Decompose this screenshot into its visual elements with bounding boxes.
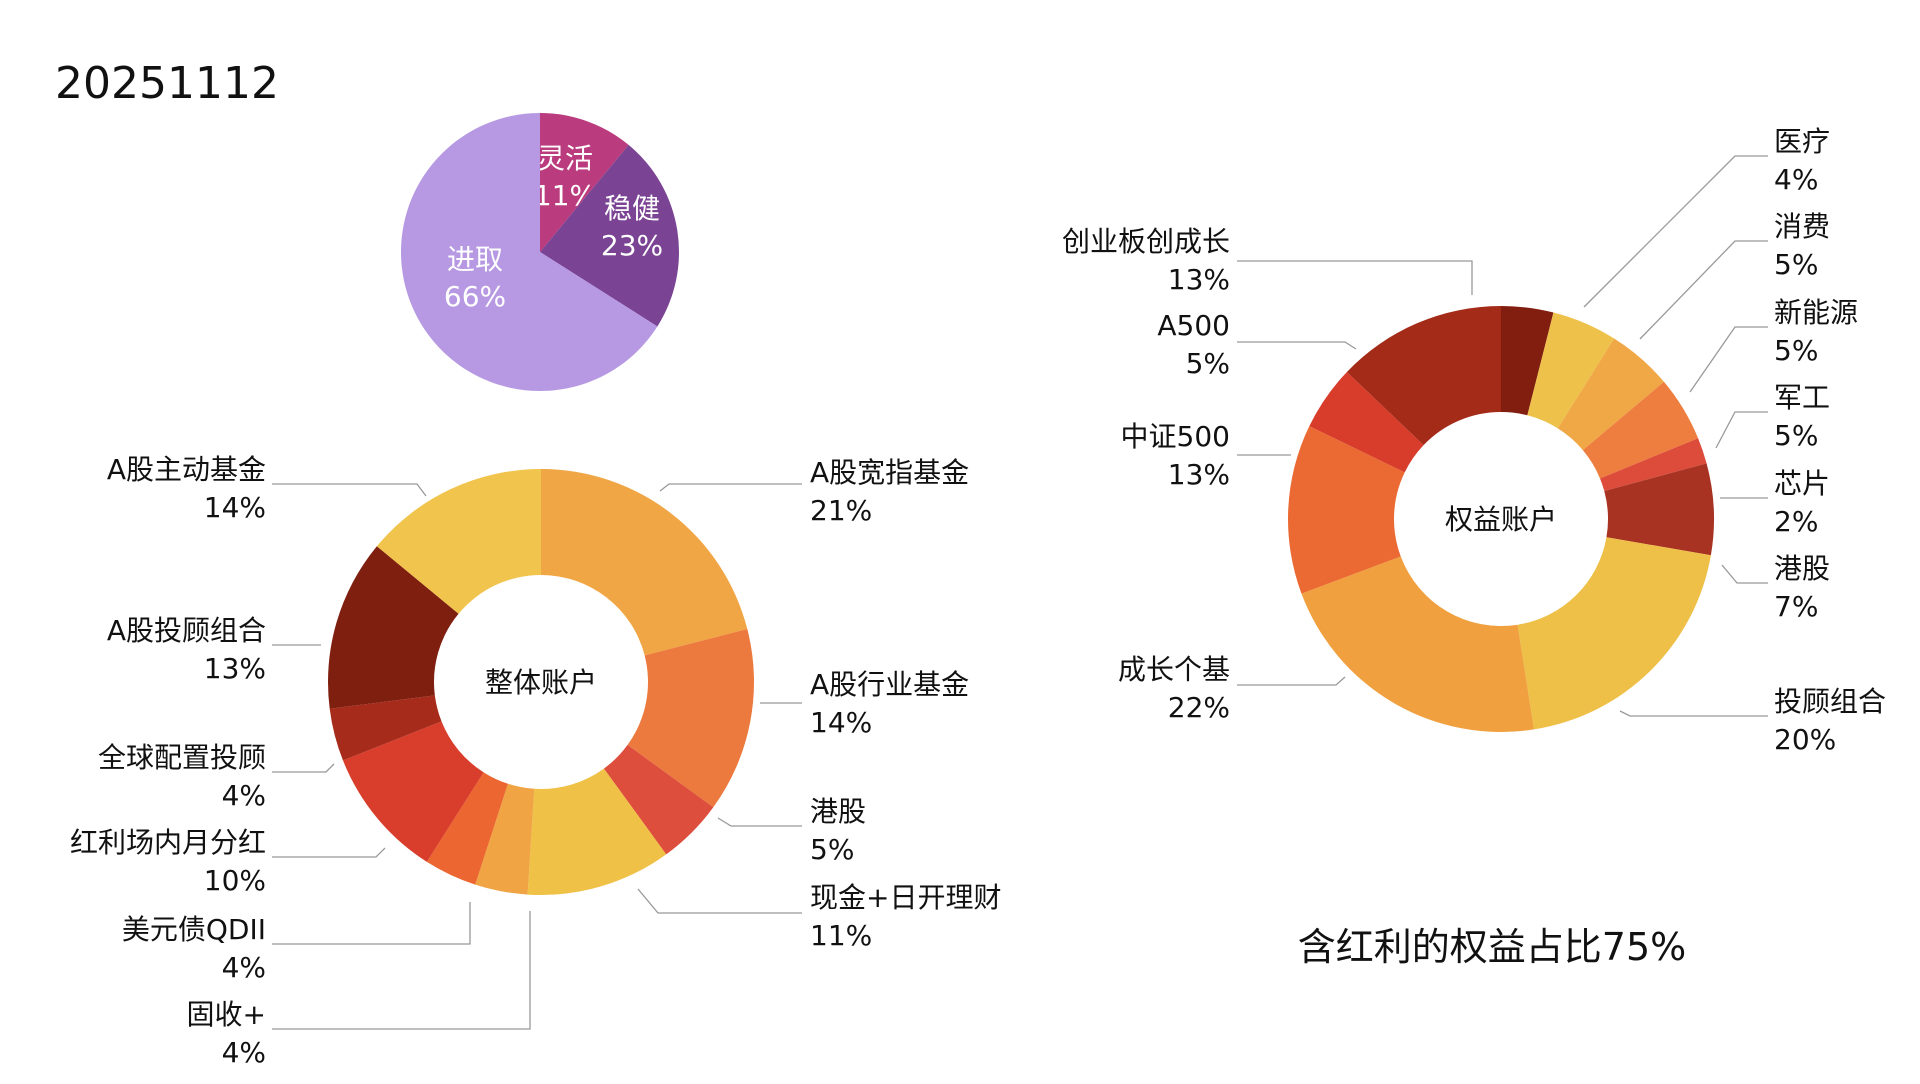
overall-donut-pct-1: 21% xyxy=(810,494,872,527)
overall-donut-pct-6: 4% xyxy=(222,951,266,984)
equity-donut-leader-2 xyxy=(1639,240,1768,340)
equity-donut-label-2: 消费 xyxy=(1774,210,1830,243)
equity-donut-slice-7 xyxy=(1517,537,1711,730)
overall-donut-label-3: 港股 xyxy=(810,795,866,828)
equity-donut-slice-5 xyxy=(1600,438,1707,492)
risk-pie-label-2: 稳健 xyxy=(604,192,660,225)
overall-donut-slice-5 xyxy=(475,783,535,895)
equity-donut-leader-7 xyxy=(1619,710,1768,717)
equity-donut-slice-11 xyxy=(1346,306,1501,446)
overall-donut-slice-7 xyxy=(342,721,484,862)
equity-donut-pct-11: 13% xyxy=(1168,263,1230,296)
risk-pie-slice-1 xyxy=(540,113,629,252)
equity-donut-hole xyxy=(1394,412,1608,626)
overall-donut-pct-10: 14% xyxy=(204,491,266,524)
equity-donut-label-4: 军工 xyxy=(1774,381,1830,414)
overall-donut-label-7: 红利场内月分红 xyxy=(70,826,266,859)
equity-donut-slice-6 xyxy=(1604,463,1714,556)
equity-donut-label-5: 芯片 xyxy=(1774,467,1830,500)
overall-donut-slice-6 xyxy=(426,772,508,885)
equity-donut-pct-3: 5% xyxy=(1774,334,1818,367)
equity-donut-slice-2 xyxy=(1527,312,1615,429)
overall-donut-label-4: 现金+日开理财 xyxy=(810,881,1001,914)
overall-donut-slice-8 xyxy=(329,695,442,761)
equity-donut-slice-10 xyxy=(1309,371,1424,473)
overall-donut-slice-2 xyxy=(627,629,755,808)
overall-donut-label-10: A股主动基金 xyxy=(107,453,266,486)
overall-donut-slice-4 xyxy=(527,768,667,895)
risk-pie-slice-2 xyxy=(540,144,679,327)
overall-donut-slice-9 xyxy=(328,546,459,709)
equity-donut-label-7: 投顾组合 xyxy=(1774,685,1886,718)
risk-pie-label-3: 进取 xyxy=(447,243,503,276)
equity-donut-label-11: 创业板创成长 xyxy=(1062,225,1230,258)
risk-pie-pct-3: 66% xyxy=(444,280,506,313)
overall-donut-leader-4 xyxy=(637,888,802,914)
equity-donut-leader-10 xyxy=(1237,341,1357,350)
overall-donut-pct-2: 14% xyxy=(810,706,872,739)
equity-donut-label-6: 港股 xyxy=(1774,552,1830,585)
overall-donut-label-6: 美元债QDII xyxy=(122,913,266,946)
overall-donut-leader-7 xyxy=(272,847,386,858)
equity-donut-label-1: 医疗 xyxy=(1774,125,1830,158)
equity-donut-leader-4 xyxy=(1715,411,1768,449)
overall-donut-slice-1 xyxy=(541,469,748,656)
overall-donut-leader-6 xyxy=(272,902,471,945)
equity-account-donut: 医疗 4% 消费 5% 新能源 5% 军工 5% 芯片 2% 港股 7% 投顾组合 20% 成长个基 22% 中… xyxy=(1062,125,1886,756)
overall-donut-pct-7: 10% xyxy=(204,864,266,897)
overall-donut-label-2: A股行业基金 xyxy=(810,668,969,701)
overall-donut-leader-5 xyxy=(272,911,531,1030)
overall-account-donut: A股宽指基金 21% A股行业基金 14% 港股 5% 现金+日开理财 11% 固收+ 4% 美元债… xyxy=(70,453,1001,1069)
equity-donut-center-label: 权益账户 xyxy=(1445,503,1557,536)
risk-pie-label-1: 灵活 xyxy=(537,142,593,175)
date-title: 20251112 xyxy=(55,58,279,109)
equity-donut-pct-9: 13% xyxy=(1168,458,1230,491)
equity-donut-pct-5: 2% xyxy=(1774,505,1818,538)
equity-donut-slice-3 xyxy=(1557,338,1664,451)
equity-donut-slice-4 xyxy=(1582,381,1699,479)
equity-donut-pct-7: 20% xyxy=(1774,723,1836,756)
equity-donut-pct-10: 5% xyxy=(1186,347,1230,380)
overall-donut-label-9: A股投顾组合 xyxy=(107,614,266,647)
overall-donut-center-label: 整体账户 xyxy=(485,666,597,699)
equity-donut-leader-6 xyxy=(1721,564,1768,584)
equity-donut-label-8: 成长个基 xyxy=(1118,653,1230,686)
equity-donut-label-3: 新能源 xyxy=(1774,296,1858,329)
overall-donut-slice-3 xyxy=(603,744,714,855)
equity-donut-leader-11 xyxy=(1237,260,1473,295)
equity-donut-pct-2: 5% xyxy=(1774,248,1818,281)
overall-donut-pct-9: 13% xyxy=(204,652,266,685)
equity-donut-slice-8 xyxy=(1301,556,1534,732)
overall-donut-pct-4: 11% xyxy=(810,919,872,952)
equity-donut-slice-9 xyxy=(1288,426,1405,594)
overall-donut-label-8: 全球配置投顾 xyxy=(98,741,266,774)
equity-donut-pct-1: 4% xyxy=(1774,163,1818,196)
equity-donut-pct-6: 7% xyxy=(1774,590,1818,623)
overall-donut-label-5: 固收+ xyxy=(187,998,266,1031)
overall-donut-leader-10 xyxy=(272,483,427,497)
equity-donut-slice-1 xyxy=(1501,306,1554,416)
equity-donut-label-9: 中证500 xyxy=(1121,420,1230,453)
equity-donut-pct-4: 5% xyxy=(1774,419,1818,452)
equity-donut-leader-3 xyxy=(1689,326,1768,393)
equity-donut-label-10: A500 xyxy=(1157,309,1230,342)
equity-donut-pct-8: 22% xyxy=(1168,691,1230,724)
risk-pie-slice-3 xyxy=(400,113,658,391)
equity-donut-leader-8 xyxy=(1237,676,1346,686)
overall-donut-pct-3: 5% xyxy=(810,833,854,866)
overall-donut-label-1: A股宽指基金 xyxy=(810,456,969,489)
overall-donut-leader-1 xyxy=(659,483,802,492)
overall-donut-slice-10 xyxy=(376,469,541,614)
overall-donut-pct-8: 4% xyxy=(222,779,266,812)
equity-donut-leader-1 xyxy=(1583,155,1768,308)
overall-donut-pct-5: 4% xyxy=(222,1036,266,1069)
overall-donut-leader-8 xyxy=(272,763,335,773)
equity-ratio-note: 含红利的权益占比75% xyxy=(1298,925,1686,969)
risk-pie-pct-2: 23% xyxy=(601,229,663,262)
overall-donut-leader-3 xyxy=(717,817,802,827)
overall-donut-hole xyxy=(434,575,648,789)
